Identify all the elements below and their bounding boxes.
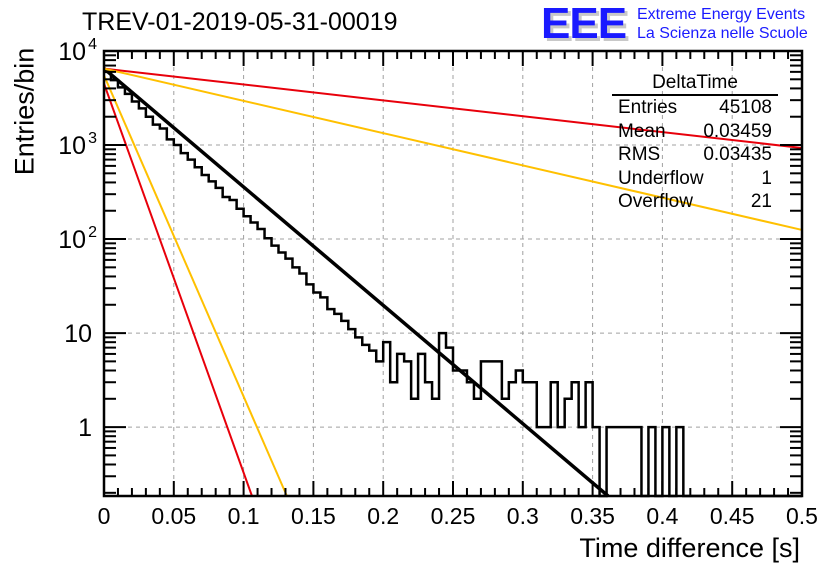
x-tick-label: 0.3 — [507, 503, 539, 529]
y-tick-exponent: 4 — [88, 36, 97, 53]
chart-title: TREV-01-2019-05-31-00019 — [82, 8, 398, 36]
stats-value: 1 — [761, 167, 772, 189]
stats-value: 21 — [750, 191, 772, 212]
x-tick-label: 0.1 — [228, 503, 260, 529]
x-tick-label: 0.35 — [570, 503, 615, 529]
y-tick-label: 10 — [58, 38, 86, 66]
logo-line-2: La Scienza nelle Scuole — [637, 25, 808, 42]
x-tick-labels: 0 0.05 0.1 0.15 0.2 0.25 0.3 0.35 0.4 0.45 0.5 — [98, 503, 818, 529]
eee-logo: EEE — [541, 0, 627, 48]
stats-value: 45108 — [719, 97, 772, 118]
stats-value: 0.03435 — [703, 144, 772, 165]
x-tick-label: 0.15 — [291, 503, 336, 529]
stats-row-mean: Mean 0.03459 — [612, 120, 778, 144]
x-tick-label: 0.25 — [431, 503, 476, 529]
line-yellow-slow — [103, 67, 803, 231]
stats-label: Underflow — [618, 167, 704, 189]
line-red-slow — [103, 67, 803, 149]
y-axis-label: Entries/bin — [9, 47, 40, 176]
stats-label: Entries — [618, 97, 678, 118]
y-tick-exponent: 3 — [88, 130, 97, 147]
axis-ticks — [103, 50, 803, 496]
line-red-fast — [103, 83, 253, 497]
x-tick-label: 0.5 — [786, 503, 818, 529]
x-tick-label: 0.05 — [151, 503, 196, 529]
fit-lines — [102, 67, 803, 498]
stats-label: Mean — [618, 120, 666, 142]
x-tick-label: 0.45 — [710, 503, 755, 529]
logo-line-1: Extreme Energy Events — [637, 6, 806, 23]
stats-row-overflow: Overflow 21 — [612, 190, 778, 214]
stats-row-rms: RMS 0.03435 — [612, 143, 778, 167]
stats-title: DeltaTime — [612, 72, 778, 96]
y-tick-label: 10 — [64, 320, 92, 348]
line-fit — [102, 67, 610, 498]
stats-label: Overflow — [618, 191, 693, 212]
stats-row-entries: Entries 45108 — [612, 96, 778, 120]
y-tick-label: 1 — [78, 414, 92, 442]
y-tick-label: 10 — [58, 132, 86, 160]
stats-box: DeltaTime Entries 45108 Mean 0.03459 RMS 0.… — [612, 72, 778, 214]
line-yellow-fast — [103, 75, 288, 497]
x-tick-label: 0.2 — [367, 503, 399, 529]
x-tick-label: 0 — [98, 503, 111, 529]
x-axis-label: Time difference [s] — [579, 533, 800, 563]
stats-value: 0.03459 — [703, 120, 772, 142]
stats-row-underflow: Underflow 1 — [612, 167, 778, 191]
y-tick-label: 10 — [58, 226, 86, 254]
x-tick-label: 0.4 — [646, 503, 678, 529]
stats-label: RMS — [618, 144, 661, 165]
y-tick-exponent: 2 — [88, 224, 97, 241]
